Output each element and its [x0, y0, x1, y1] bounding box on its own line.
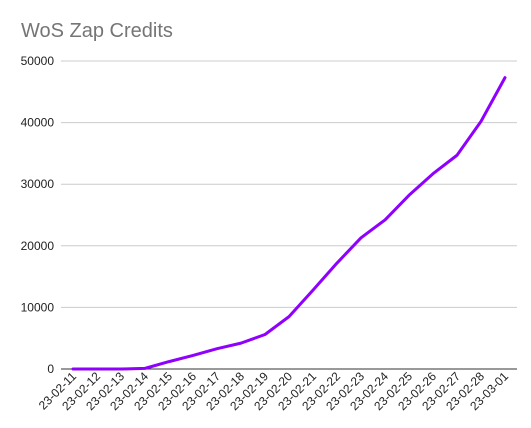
data-point [240, 342, 242, 345]
chart-title: WoS Zap Credits [21, 20, 173, 42]
data-point [480, 120, 482, 123]
series-layer [71, 76, 507, 371]
data-point [312, 289, 314, 292]
data-point [504, 76, 506, 79]
series-line [71, 76, 507, 371]
data-point [192, 354, 194, 357]
data-point [264, 333, 266, 336]
data-point [120, 368, 122, 370]
data-point [144, 367, 146, 370]
data-point [168, 360, 170, 363]
y-tick-label: 40000 [21, 116, 55, 130]
data-point [360, 236, 362, 239]
x-axis-tick-labels: 23-02-1123-02-1223-02-1323-02-1423-02-15… [36, 369, 511, 413]
y-tick-label: 50000 [21, 54, 55, 68]
gridlines [61, 60, 517, 308]
data-point [432, 172, 434, 175]
y-tick-label: 10000 [21, 300, 55, 314]
y-tick-label: 20000 [21, 239, 55, 253]
data-point [288, 315, 290, 318]
data-point [216, 347, 218, 350]
data-point [72, 368, 74, 370]
data-point [408, 194, 410, 197]
y-tick-label: 0 [47, 362, 54, 376]
data-point [384, 218, 386, 221]
data-point [96, 368, 98, 370]
data-point [336, 262, 338, 265]
y-tick-label: 30000 [21, 177, 55, 191]
y-axis-tick-labels: 0 10000 20000 30000 40000 50000 [21, 54, 55, 376]
data-point [456, 154, 458, 157]
